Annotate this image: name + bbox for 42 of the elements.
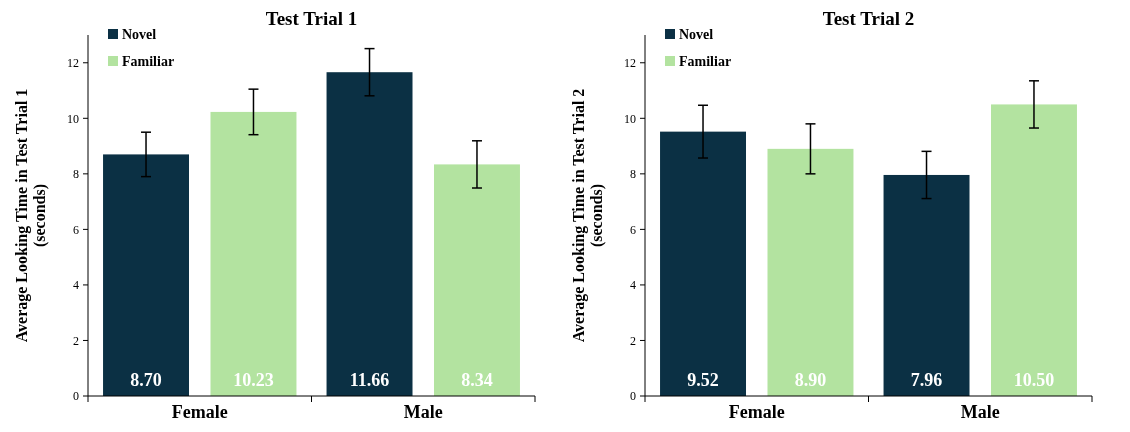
y-tick-label: 0 [73, 389, 79, 404]
y-tick-label: 6 [630, 222, 636, 237]
y-tick-label: 2 [73, 333, 79, 348]
x-tick-label: Male [960, 402, 1000, 422]
legend-label: Familiar [122, 54, 175, 69]
bar [103, 154, 189, 396]
y-axis-title: Average Looking Time in Test Trial 2 (seconds) [569, 88, 607, 343]
x-tick-label: Male [403, 402, 443, 422]
data-label: 8.90 [794, 370, 827, 390]
chart-title: Test Trial 2 [822, 8, 915, 29]
y-tick-label: 8 [630, 167, 636, 182]
y-axis-title: Average Looking Time in Test Trial 1 (seconds) [12, 88, 50, 343]
bar [210, 111, 297, 396]
data-label: 10.50 [1013, 370, 1055, 390]
bar [767, 148, 854, 396]
bar [883, 174, 970, 396]
data-label: 7.96 [910, 370, 943, 390]
legend-label: Novel [679, 27, 714, 42]
data-label: 8.34 [461, 370, 493, 390]
y-tick-label: 10 [67, 111, 79, 126]
y-tick-label: 4 [630, 278, 636, 293]
y-tick-label: 0 [630, 389, 636, 404]
data-label: 9.52 [687, 370, 719, 390]
legend-label: Novel [122, 27, 157, 42]
y-tick-label: 8 [73, 167, 79, 182]
x-tick-label: Female [728, 402, 785, 422]
y-tick-label: 6 [73, 222, 79, 237]
data-label: 10.23 [233, 370, 274, 390]
bar [434, 164, 520, 396]
data-label: 8.70 [130, 370, 162, 390]
bar [991, 104, 1077, 396]
y-tick-label: 12 [624, 55, 636, 70]
x-tick-label: Female [171, 402, 228, 422]
bar [326, 72, 413, 396]
y-tick-label: 4 [73, 278, 79, 293]
data-label: 11.66 [349, 370, 390, 390]
bar [660, 131, 746, 396]
y-tick-label: 12 [67, 55, 79, 70]
chart-title: Test Trial 1 [265, 8, 358, 29]
y-tick-label: 10 [624, 111, 636, 126]
y-tick-label: 2 [630, 333, 636, 348]
legend-label: Familiar [679, 54, 732, 69]
